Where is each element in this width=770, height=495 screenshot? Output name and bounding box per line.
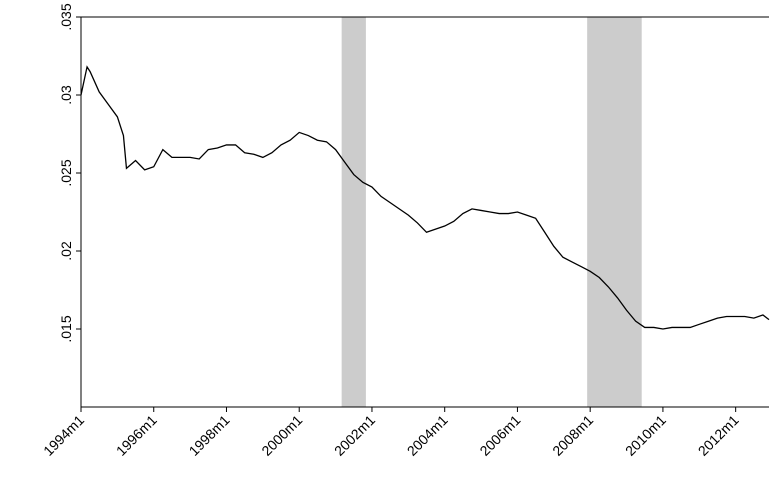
x-tick-label: 2000m1: [258, 412, 305, 459]
x-tick-label: 2012m1: [695, 412, 742, 459]
y-tick-label: .025: [58, 159, 74, 186]
x-tick-label: 2004m1: [404, 412, 451, 459]
x-tick-label: 1996m1: [113, 412, 160, 459]
data-line: [80, 65, 770, 330]
x-tick-label: 2010m1: [622, 412, 669, 459]
y-tick-label: .035: [58, 3, 74, 30]
y-tick-label: .02: [58, 241, 74, 261]
x-tick-label: 2006m1: [476, 412, 523, 459]
shaded-band: [341, 17, 366, 407]
x-tick-label: 1994m1: [40, 412, 87, 459]
y-tick-label: .03: [58, 85, 74, 105]
x-tick-label: 2002m1: [331, 412, 378, 459]
x-tick-label: 1998m1: [186, 412, 233, 459]
y-tick-label: .015: [58, 315, 74, 342]
shaded-band: [587, 17, 642, 407]
x-tick-label: 2008m1: [549, 412, 596, 459]
